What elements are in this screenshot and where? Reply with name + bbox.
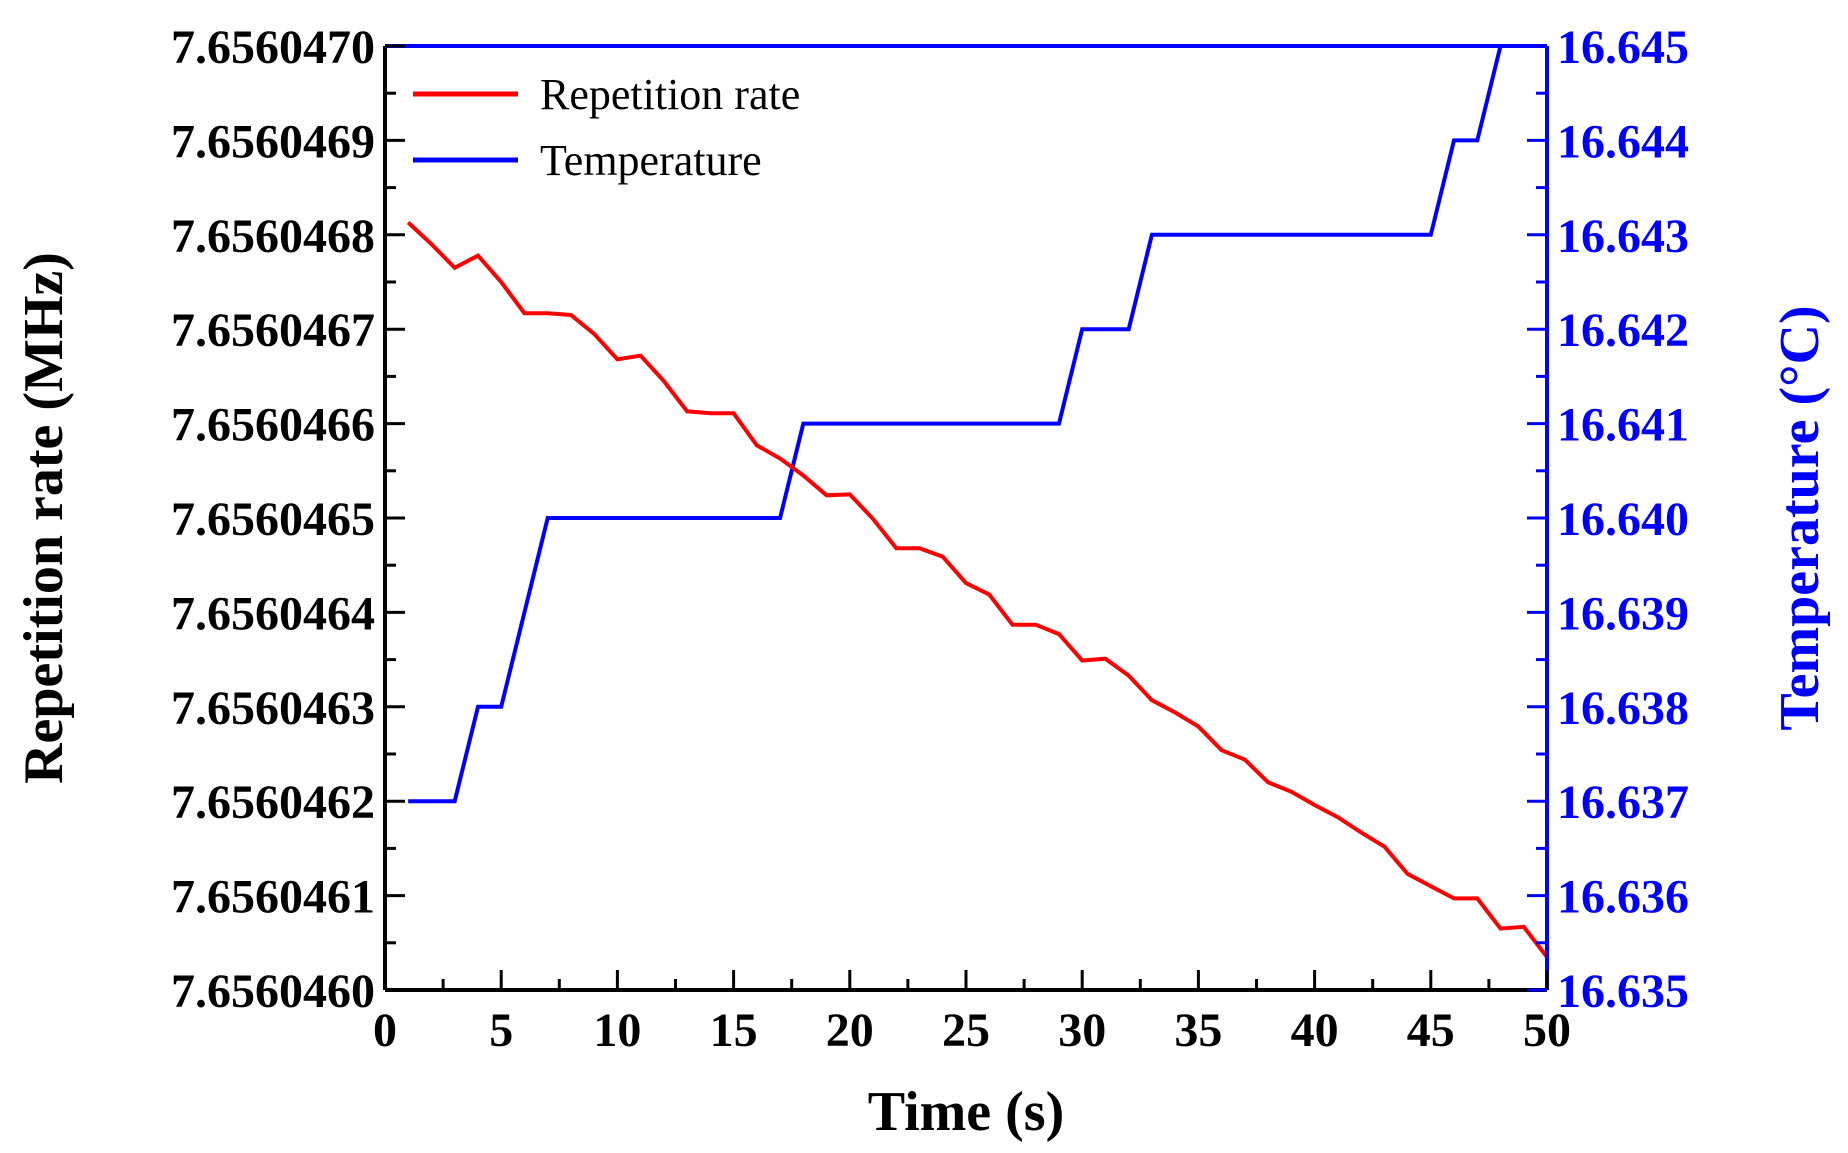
series-line-temperature — [408, 46, 1547, 804]
x-tick-label: 35 — [1174, 1004, 1222, 1057]
y-right-tick-label: 16.638 — [1557, 682, 1689, 735]
x-tick-label: 15 — [710, 1004, 758, 1057]
y-right-tick-label: 16.636 — [1557, 871, 1689, 924]
legend-label-repetition-rate: Repetition rate — [540, 70, 800, 119]
y-right-tick-label: 16.643 — [1557, 210, 1689, 263]
y-left-tick-label: 7.6560465 — [171, 493, 375, 546]
y-axis-left-title: Repetition rate (MHz) — [13, 252, 75, 784]
y-left-tick-label: 7.6560470 — [171, 21, 375, 74]
y-right-tick-label: 16.644 — [1557, 115, 1689, 168]
y-right-tick-label: 16.640 — [1557, 493, 1689, 546]
y-right-tick-label: 16.639 — [1557, 587, 1689, 640]
y-right-tick-label: 16.642 — [1557, 304, 1689, 357]
x-axis-title: Time (s) — [868, 1081, 1065, 1143]
x-tick-label: 30 — [1058, 1004, 1106, 1057]
y-left-tick-label: 7.6560469 — [171, 115, 375, 168]
x-tick-label: 10 — [593, 1004, 641, 1057]
legend: Repetition rate Temperature — [413, 70, 800, 185]
y-left-tick-label: 7.6560460 — [171, 965, 375, 1018]
y-right-tick-label: 16.637 — [1557, 776, 1689, 829]
x-tick-label: 50 — [1523, 1004, 1571, 1057]
y-right-tick-label: 16.645 — [1557, 21, 1689, 74]
y-left-tick-label: 7.6560463 — [171, 682, 375, 735]
y-right-tick-label: 16.635 — [1557, 965, 1689, 1018]
y-left-tick-label: 7.6560462 — [171, 776, 375, 829]
x-tick-label: 25 — [942, 1004, 990, 1057]
x-tick-label: 20 — [826, 1004, 874, 1057]
y-left-tick-label: 7.6560467 — [171, 304, 375, 357]
x-tick-label: 45 — [1407, 1004, 1455, 1057]
series-line-repetition-rate — [406, 221, 1547, 959]
x-tick-label: 0 — [373, 1004, 397, 1057]
y-right-tick-label: 16.641 — [1557, 399, 1689, 452]
y-left-tick-label: 7.6560468 — [171, 210, 375, 263]
y-left-tick-label: 7.6560466 — [171, 399, 375, 452]
y-axis-right-title: Temperature (°C) — [1769, 305, 1831, 730]
legend-label-temperature: Temperature — [540, 136, 762, 185]
y-left-tick-label: 7.6560461 — [171, 871, 375, 924]
y-left-tick-label: 7.6560464 — [171, 587, 375, 640]
x-tick-label: 40 — [1291, 1004, 1339, 1057]
x-tick-label: 5 — [489, 1004, 513, 1057]
